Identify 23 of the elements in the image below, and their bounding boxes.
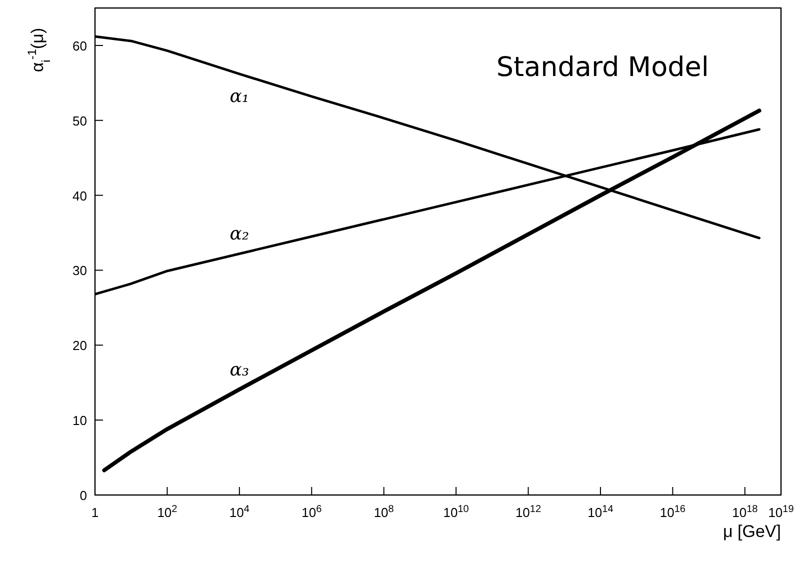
- x-tick-label: 10$^{6}$: [302, 504, 322, 520]
- x-tick-label: 10$^{4}$: [229, 504, 250, 520]
- series-label: α₁: [230, 86, 250, 107]
- series-label: α₃: [230, 359, 250, 380]
- x-tick-label: 10$^{8}$: [374, 504, 394, 520]
- x-tick-label: 10$^{2}$: [157, 504, 178, 520]
- y-tick-label: 0: [80, 488, 87, 503]
- x-tick-label: 10$^{12}$: [515, 504, 542, 520]
- x-tick-label: 10$^{16}$: [660, 504, 686, 520]
- x-tick-label: 10$^{14}$: [588, 504, 614, 520]
- y-tick-label: 50: [72, 113, 87, 128]
- y-tick-label: 20: [72, 338, 87, 354]
- x-tick-label: 10$^{10}$: [443, 504, 470, 520]
- text: Standard Model: [496, 52, 709, 84]
- y-tick-label: 30: [72, 263, 87, 278]
- x-tick-label: 1: [91, 505, 99, 520]
- y-tick-label: 40: [72, 188, 87, 204]
- y-tick-label: 10: [72, 413, 87, 428]
- x-axis-title: μ [GeV]: [723, 522, 781, 541]
- x-tick-label: 10$^{19}$: [768, 504, 794, 520]
- x-tick-label: 10$^{18}$: [732, 504, 758, 520]
- series-label: α₂: [230, 224, 250, 245]
- y-tick-label: 60: [72, 38, 87, 54]
